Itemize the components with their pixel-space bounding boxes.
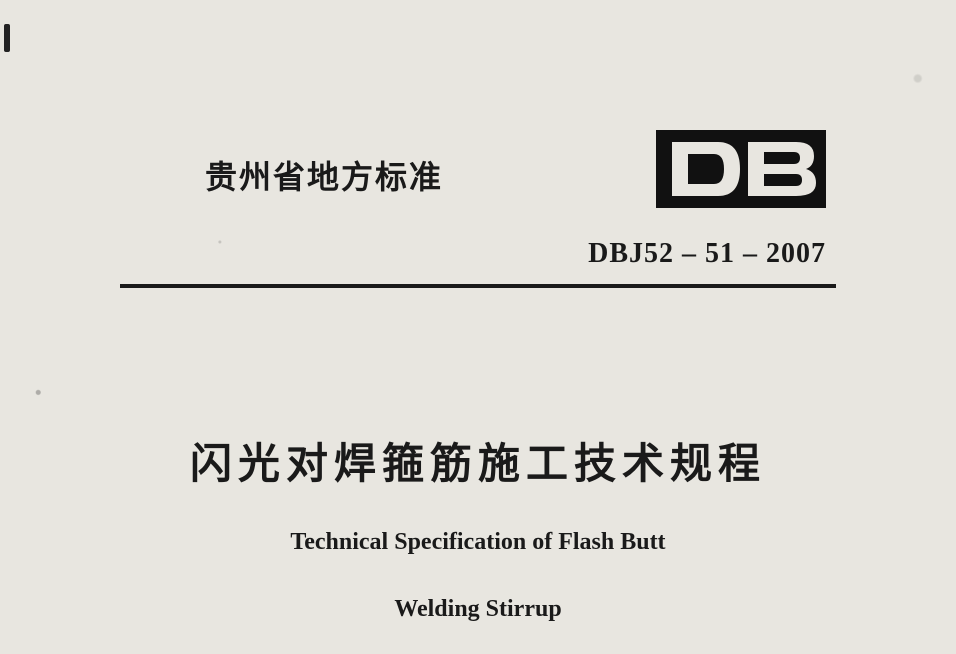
scan-edge-artifact — [4, 24, 10, 52]
title-chinese: 闪光对焊箍筋施工技术规程 — [0, 430, 956, 491]
header-divider — [120, 284, 836, 288]
title-english-line2: Welding Stirrup — [0, 596, 956, 623]
db-logo-svg — [656, 130, 826, 208]
title-english-line1: Technical Specification of Flash Butt — [0, 529, 956, 556]
standard-code: DBJ52 – 51 – 2007 — [588, 238, 826, 270]
header-row: 贵州省地方标准 — [0, 130, 956, 220]
standard-cover-page: 贵州省地方标准 DBJ52 – 51 – 2007 闪光对焊箍 — [0, 0, 956, 654]
standard-issuer: 贵州省地方标准 — [205, 152, 443, 198]
title-block: 闪光对焊箍筋施工技术规程 Technical Specification of … — [0, 430, 956, 623]
db-logo — [656, 130, 826, 208]
